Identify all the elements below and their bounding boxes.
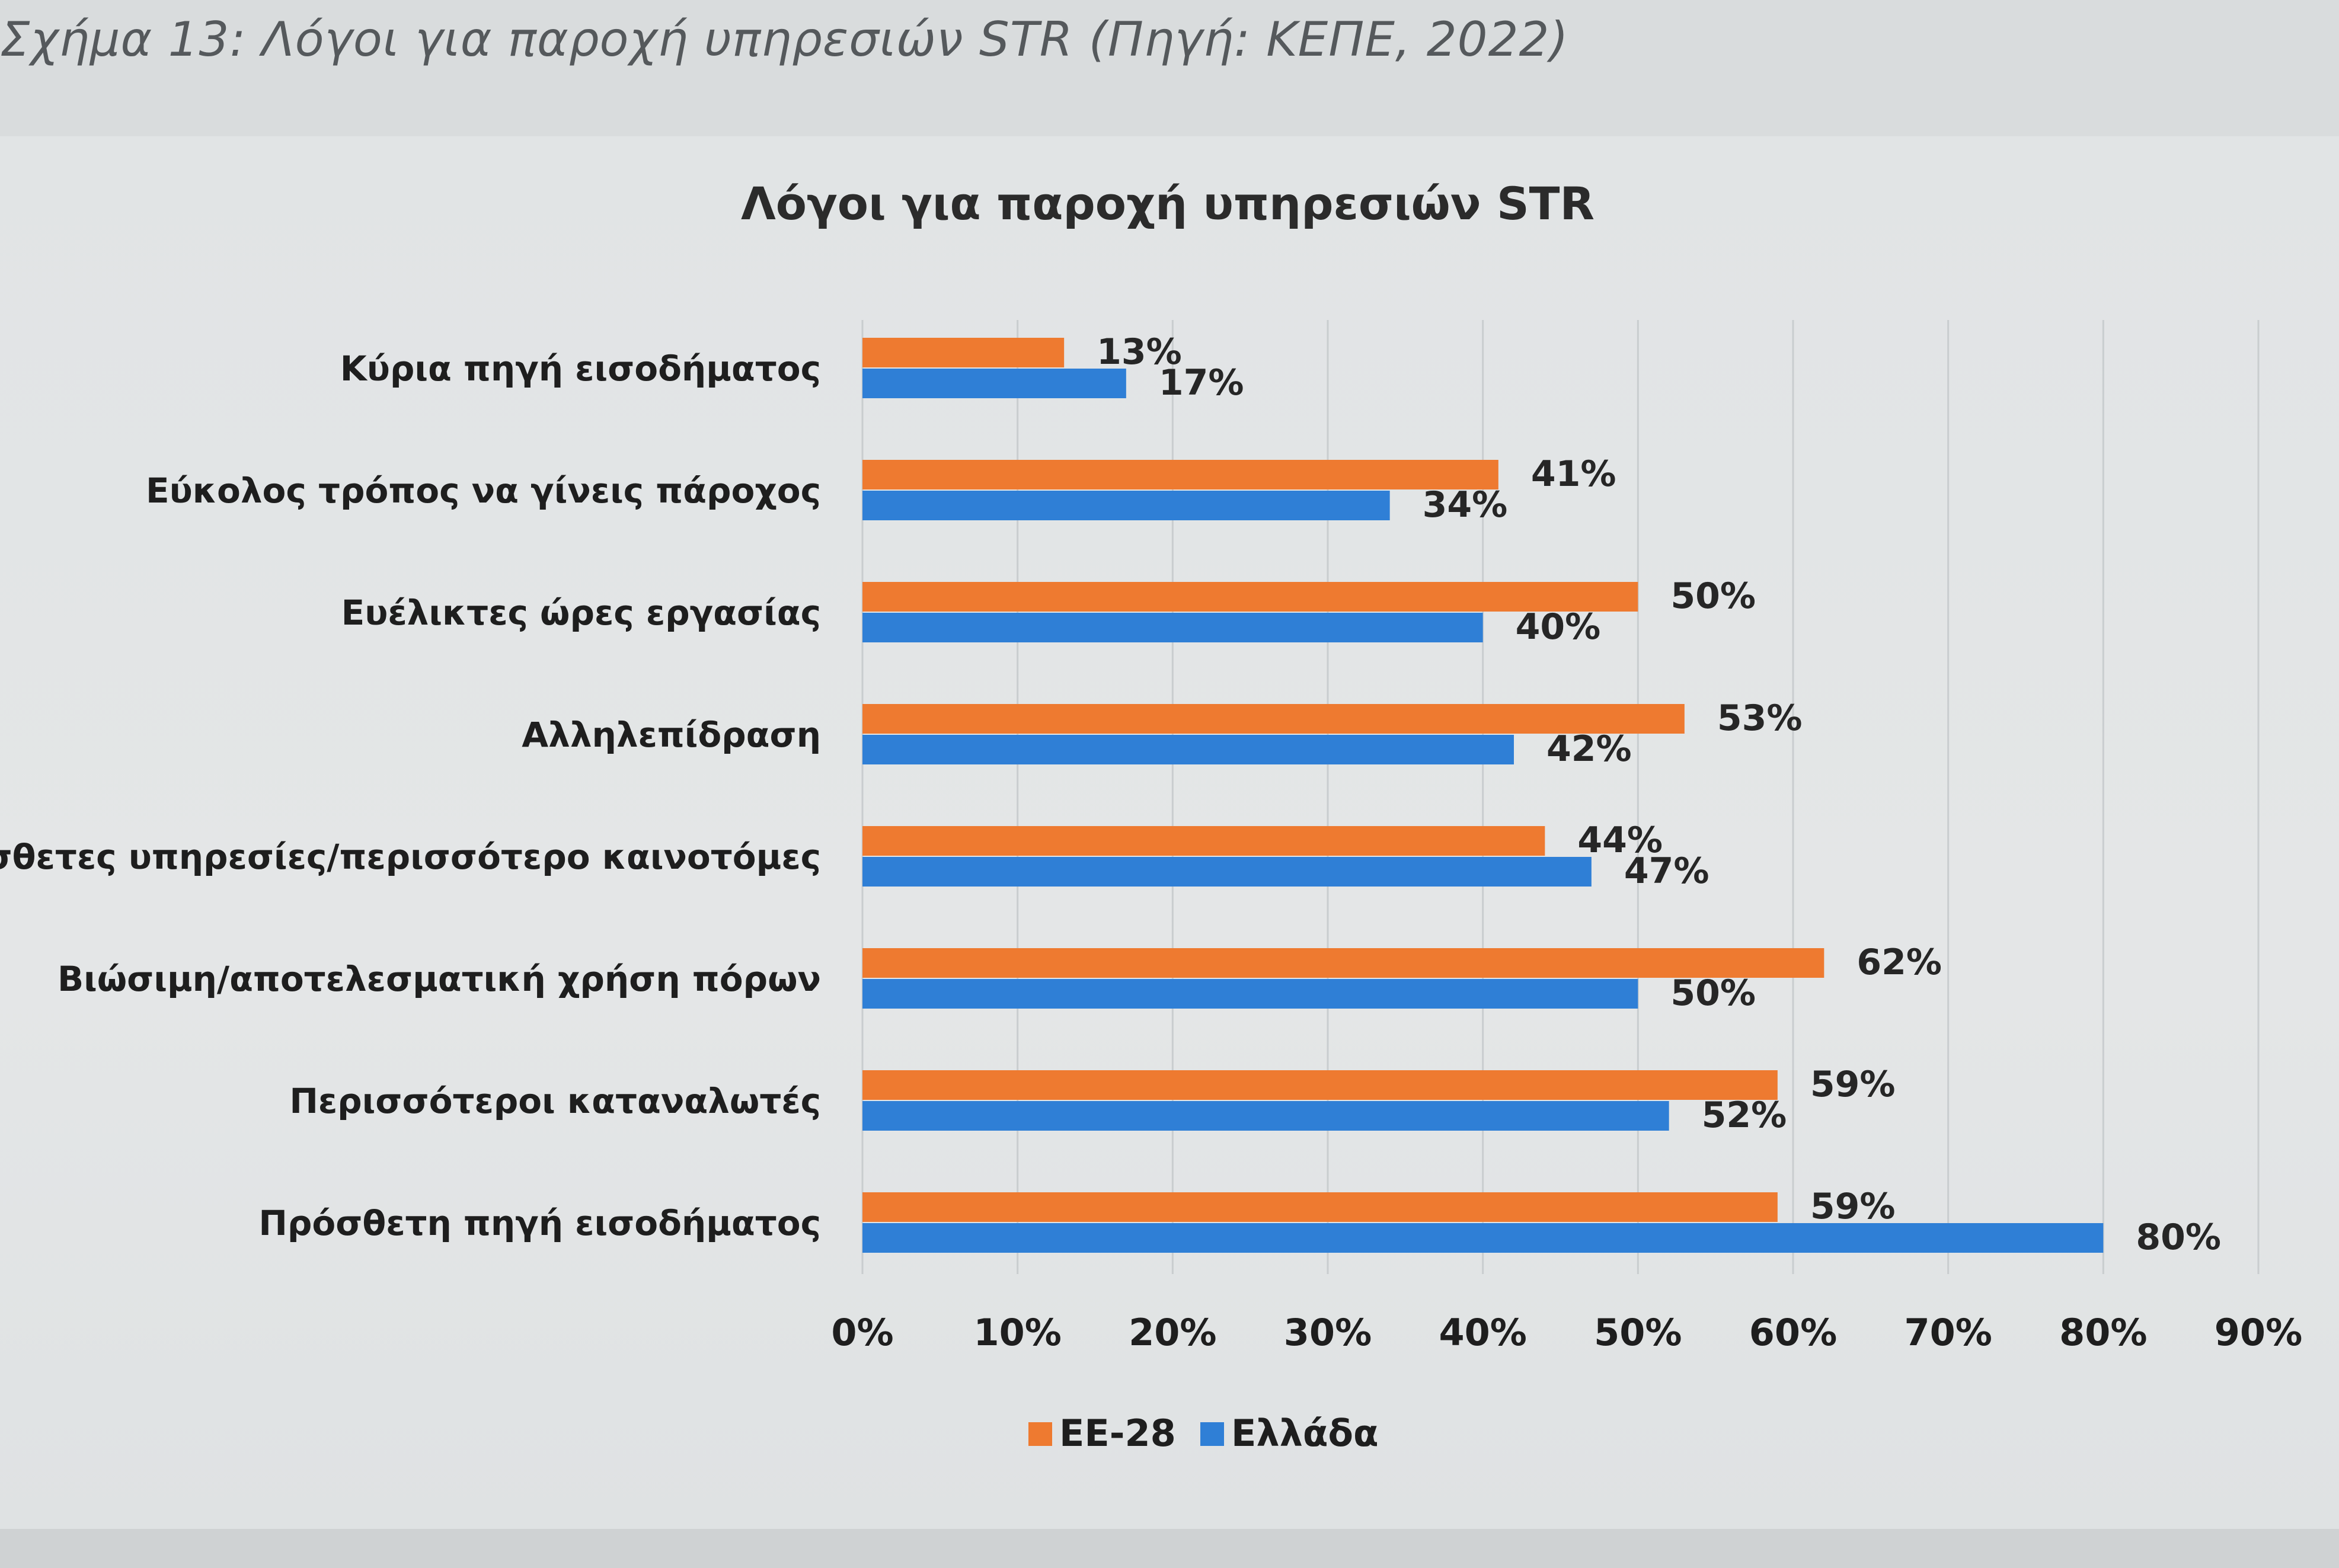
bar-ee28 (862, 460, 1498, 489)
bar-ellada (862, 491, 1390, 520)
category-label: Περισσότεροι καταναλωτές (289, 1081, 821, 1121)
x-tick-label: 70% (1904, 1311, 1992, 1354)
category-label: Πρόσθετη πηγή εισοδήματος (258, 1203, 821, 1243)
bar-ellada (862, 979, 1638, 1009)
bar-ellada (862, 735, 1514, 764)
x-tick-label: 80% (2059, 1311, 2147, 1354)
bar-ellada (862, 857, 1592, 887)
page-bottom-strip (0, 1529, 2339, 1568)
data-label: 50% (1670, 575, 1756, 617)
category-label: Κύρια πηγή εισοδήματος (340, 348, 821, 389)
x-tick-label: 30% (1284, 1311, 1372, 1354)
data-label: 13% (1097, 331, 1182, 373)
labels: 0% 10% 20% 30% 40% 50% 60% 70% 80% 90% Κύρια πηγή … (0, 331, 2302, 1354)
category-label: Αλληλεπίδραση (522, 715, 821, 755)
data-label: 47% (1624, 850, 1709, 892)
bar-ee28 (862, 948, 1824, 978)
legend: ΕΕ-28 Ελλάδα (1028, 1412, 1379, 1455)
bar-ee28 (862, 338, 1065, 367)
bar-ee28 (862, 704, 1685, 734)
x-tick-label: 10% (973, 1311, 1061, 1354)
bar-ellada (862, 1101, 1669, 1131)
data-label: 50% (1670, 972, 1756, 1014)
x-tick-label: 40% (1439, 1311, 1526, 1354)
category-label: Βιώσιμη/αποτελεσματική χρήση πόρων (57, 959, 821, 999)
bar-ee28 (862, 1070, 1778, 1100)
bars (862, 338, 2104, 1253)
x-tick-label: 0% (831, 1311, 893, 1354)
bar-ellada (862, 369, 1126, 398)
category-label: Πρόσθετες υπηρεσίες/περισσότερο καινοτόμ… (0, 837, 821, 877)
data-label: 40% (1516, 606, 1601, 648)
data-label: 44% (1577, 820, 1663, 861)
data-label: 59% (1810, 1064, 1896, 1105)
bar-ee28 (862, 826, 1545, 856)
x-tick-label: 60% (1749, 1311, 1837, 1354)
legend-swatch-ee28 (1028, 1422, 1052, 1446)
data-label: 53% (1717, 697, 1803, 739)
data-label: 17% (1159, 362, 1244, 404)
data-label: 52% (1702, 1095, 1787, 1136)
category-label: Ευέλικτες ώρες εργασίας (341, 593, 821, 633)
chart-title: Λόγοι για παροχή υπηρεσιών STR (741, 177, 1595, 230)
legend-swatch-ellada (1200, 1422, 1224, 1446)
bar-ee28 (862, 1192, 1778, 1222)
data-label: 80% (2136, 1217, 2221, 1258)
legend-label: ΕΕ-28 (1059, 1412, 1176, 1455)
figure-caption: Σχήμα 13: Λόγοι για παροχή υπηρεσιών STR… (0, 12, 1569, 67)
x-tick-label: 20% (1129, 1311, 1216, 1354)
data-label: 41% (1531, 453, 1616, 495)
legend-label: Ελλάδα (1231, 1412, 1379, 1455)
bar-ee28 (862, 582, 1638, 612)
x-tick-label: 90% (2215, 1311, 2302, 1354)
data-label: 62% (1856, 942, 1942, 983)
data-label: 34% (1423, 484, 1508, 526)
data-label: 59% (1810, 1186, 1896, 1227)
bar-ellada (862, 1223, 2104, 1253)
bar-ellada (862, 613, 1483, 642)
category-label: Εύκολος τρόπος να γίνεις πάροχος (146, 471, 821, 511)
data-label: 42% (1546, 728, 1632, 770)
x-tick-label: 50% (1594, 1311, 1682, 1354)
